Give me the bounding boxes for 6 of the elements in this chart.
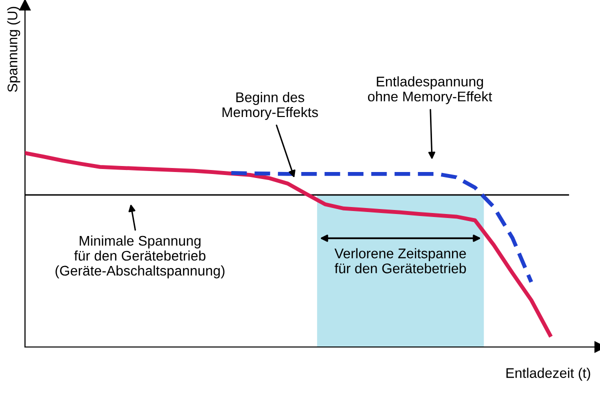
x-axis-title: Entladezeit (t) xyxy=(506,368,590,381)
text: Entladespannung ohne Memory-Effekt xyxy=(368,76,492,104)
annotation: Verlorene Zeitspanne für den Gerätebetrieb xyxy=(334,248,466,274)
annotation: Minimale Spannung für den Gerätebetrieb (Geräte-Abschaltspannung) xyxy=(56,236,224,278)
text: Beginn des Memory-Effekts xyxy=(222,92,318,120)
y-axis-title: Spannung (U) xyxy=(7,6,20,92)
